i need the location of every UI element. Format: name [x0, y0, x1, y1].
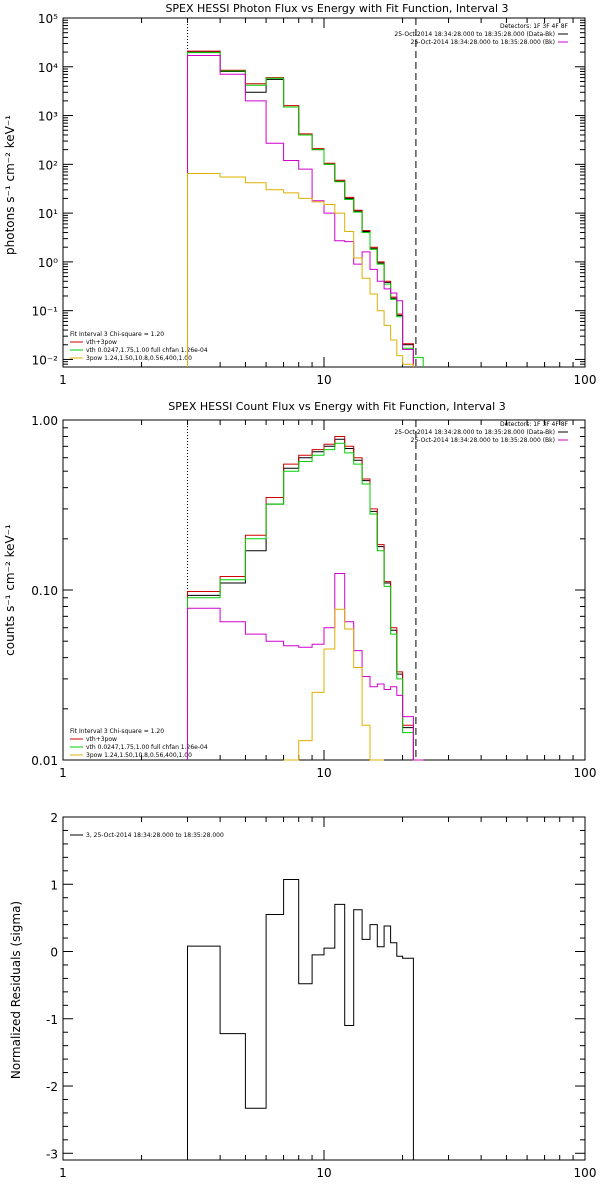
count-header-line-2: 25-Oct-2014 18:34:28.000 to 18:35:28.000… [394, 429, 555, 436]
count-panel-ylabel: counts s⁻¹ cm⁻² keV⁻¹ [3, 524, 17, 656]
count-flux-panel: SPEX HESSI Count Flux vs Energy with Fit… [3, 400, 596, 780]
y-tick-label: 0 [50, 946, 58, 960]
x-tick-label: 10 [316, 1166, 331, 1180]
count-header-line-3: 25-Oct-2014 18:34:28.000 to 18:35:28.000… [411, 437, 555, 444]
residuals-panel-ylabel: Normalized Residuals (sigma) [9, 901, 23, 1079]
count-legend-title: Fit Interval 3 Chi-square = 1.20 [70, 728, 164, 735]
residuals-legend-label: 3, 25-Oct-2014 18:34:28.000 to 18:35:28.… [86, 832, 224, 839]
y-tick-label: 10⁻² [32, 353, 59, 367]
x-tick-label: 1 [59, 766, 67, 780]
series-yellow-line [187, 173, 414, 367]
series-green-line [187, 442, 424, 761]
photon-legend-entry-1: vth+3pow [86, 339, 117, 346]
photon-header-line-2: 25-Oct-2014 18:34:28.000 to 18:35:28.000… [394, 31, 555, 38]
photon-header-line-1: Detectors: 1F 3F 4F 8F [500, 23, 569, 30]
y-tick-label: 1 [50, 878, 58, 892]
y-tick-label: 10³ [38, 110, 58, 124]
y-tick-label: -1 [46, 1013, 58, 1027]
photon-panel-ylabel: photons s⁻¹ cm⁻² keV⁻¹ [3, 115, 17, 255]
y-tick-label: 0.01 [31, 754, 58, 768]
series-magenta-line [187, 55, 414, 367]
count-legend-entry-3: 3pow 1.24,1.50,10.8,0.56,400,1.00 [86, 752, 192, 759]
photon-legend-entry-3: 3pow 1.24,1.50,10.8,0.56,400,1.00 [86, 355, 192, 362]
series-black-line [187, 879, 414, 1160]
photon-panel-title: SPEX HESSI Photon Flux vs Energy with Fi… [165, 2, 508, 15]
y-tick-label: 2 [50, 811, 58, 825]
x-tick-label: 1 [59, 1166, 67, 1180]
y-tick-label: 10⁵ [38, 12, 58, 26]
y-tick-label: 10⁴ [38, 61, 58, 75]
photon-flux-panel: SPEX HESSI Photon Flux vs Energy with Fi… [3, 2, 596, 387]
y-tick-label: 10⁰ [38, 256, 58, 270]
x-tick-label: 10 [316, 766, 331, 780]
y-tick-label: 0.10 [31, 584, 58, 598]
series-yellow-line [283, 608, 385, 761]
y-tick-label: 10² [38, 158, 58, 172]
y-tick-label: -3 [46, 1147, 58, 1161]
photon-header-line-3: 25-Oct-2014 18:34:28.000 to 18:35:28.000… [411, 39, 555, 46]
count-legend-entry-1: vth+3pow [86, 736, 117, 743]
residuals-panel: Normalized Residuals (sigma) 3, 25-Oct-2… [9, 811, 596, 1180]
y-tick-label: 1.00 [31, 414, 58, 428]
count-header-line-1: Detectors: 1F 3F 4F 8F [500, 421, 569, 428]
photon-legend-title: Fit Interval 3 Chi-square = 1.20 [70, 331, 164, 338]
x-tick-label: 100 [574, 1166, 597, 1180]
count-panel-title: SPEX HESSI Count Flux vs Energy with Fit… [168, 400, 505, 413]
x-tick-label: 10 [316, 373, 331, 387]
x-tick-label: 1 [59, 373, 67, 387]
y-tick-label: -2 [46, 1080, 58, 1094]
y-tick-label: 10¹ [38, 207, 58, 221]
y-tick-label: 10⁻¹ [32, 305, 59, 319]
count-legend-entry-2: vth 0.0247,1.75,1.00 full chfan 1.26e-04 [86, 744, 208, 751]
series-green-line [187, 52, 424, 367]
x-tick-label: 100 [574, 373, 597, 387]
photon-legend-entry-2: vth 0.0247,1.75,1.00 full chfan 1.26e-04 [86, 347, 208, 354]
x-tick-label: 100 [574, 766, 597, 780]
